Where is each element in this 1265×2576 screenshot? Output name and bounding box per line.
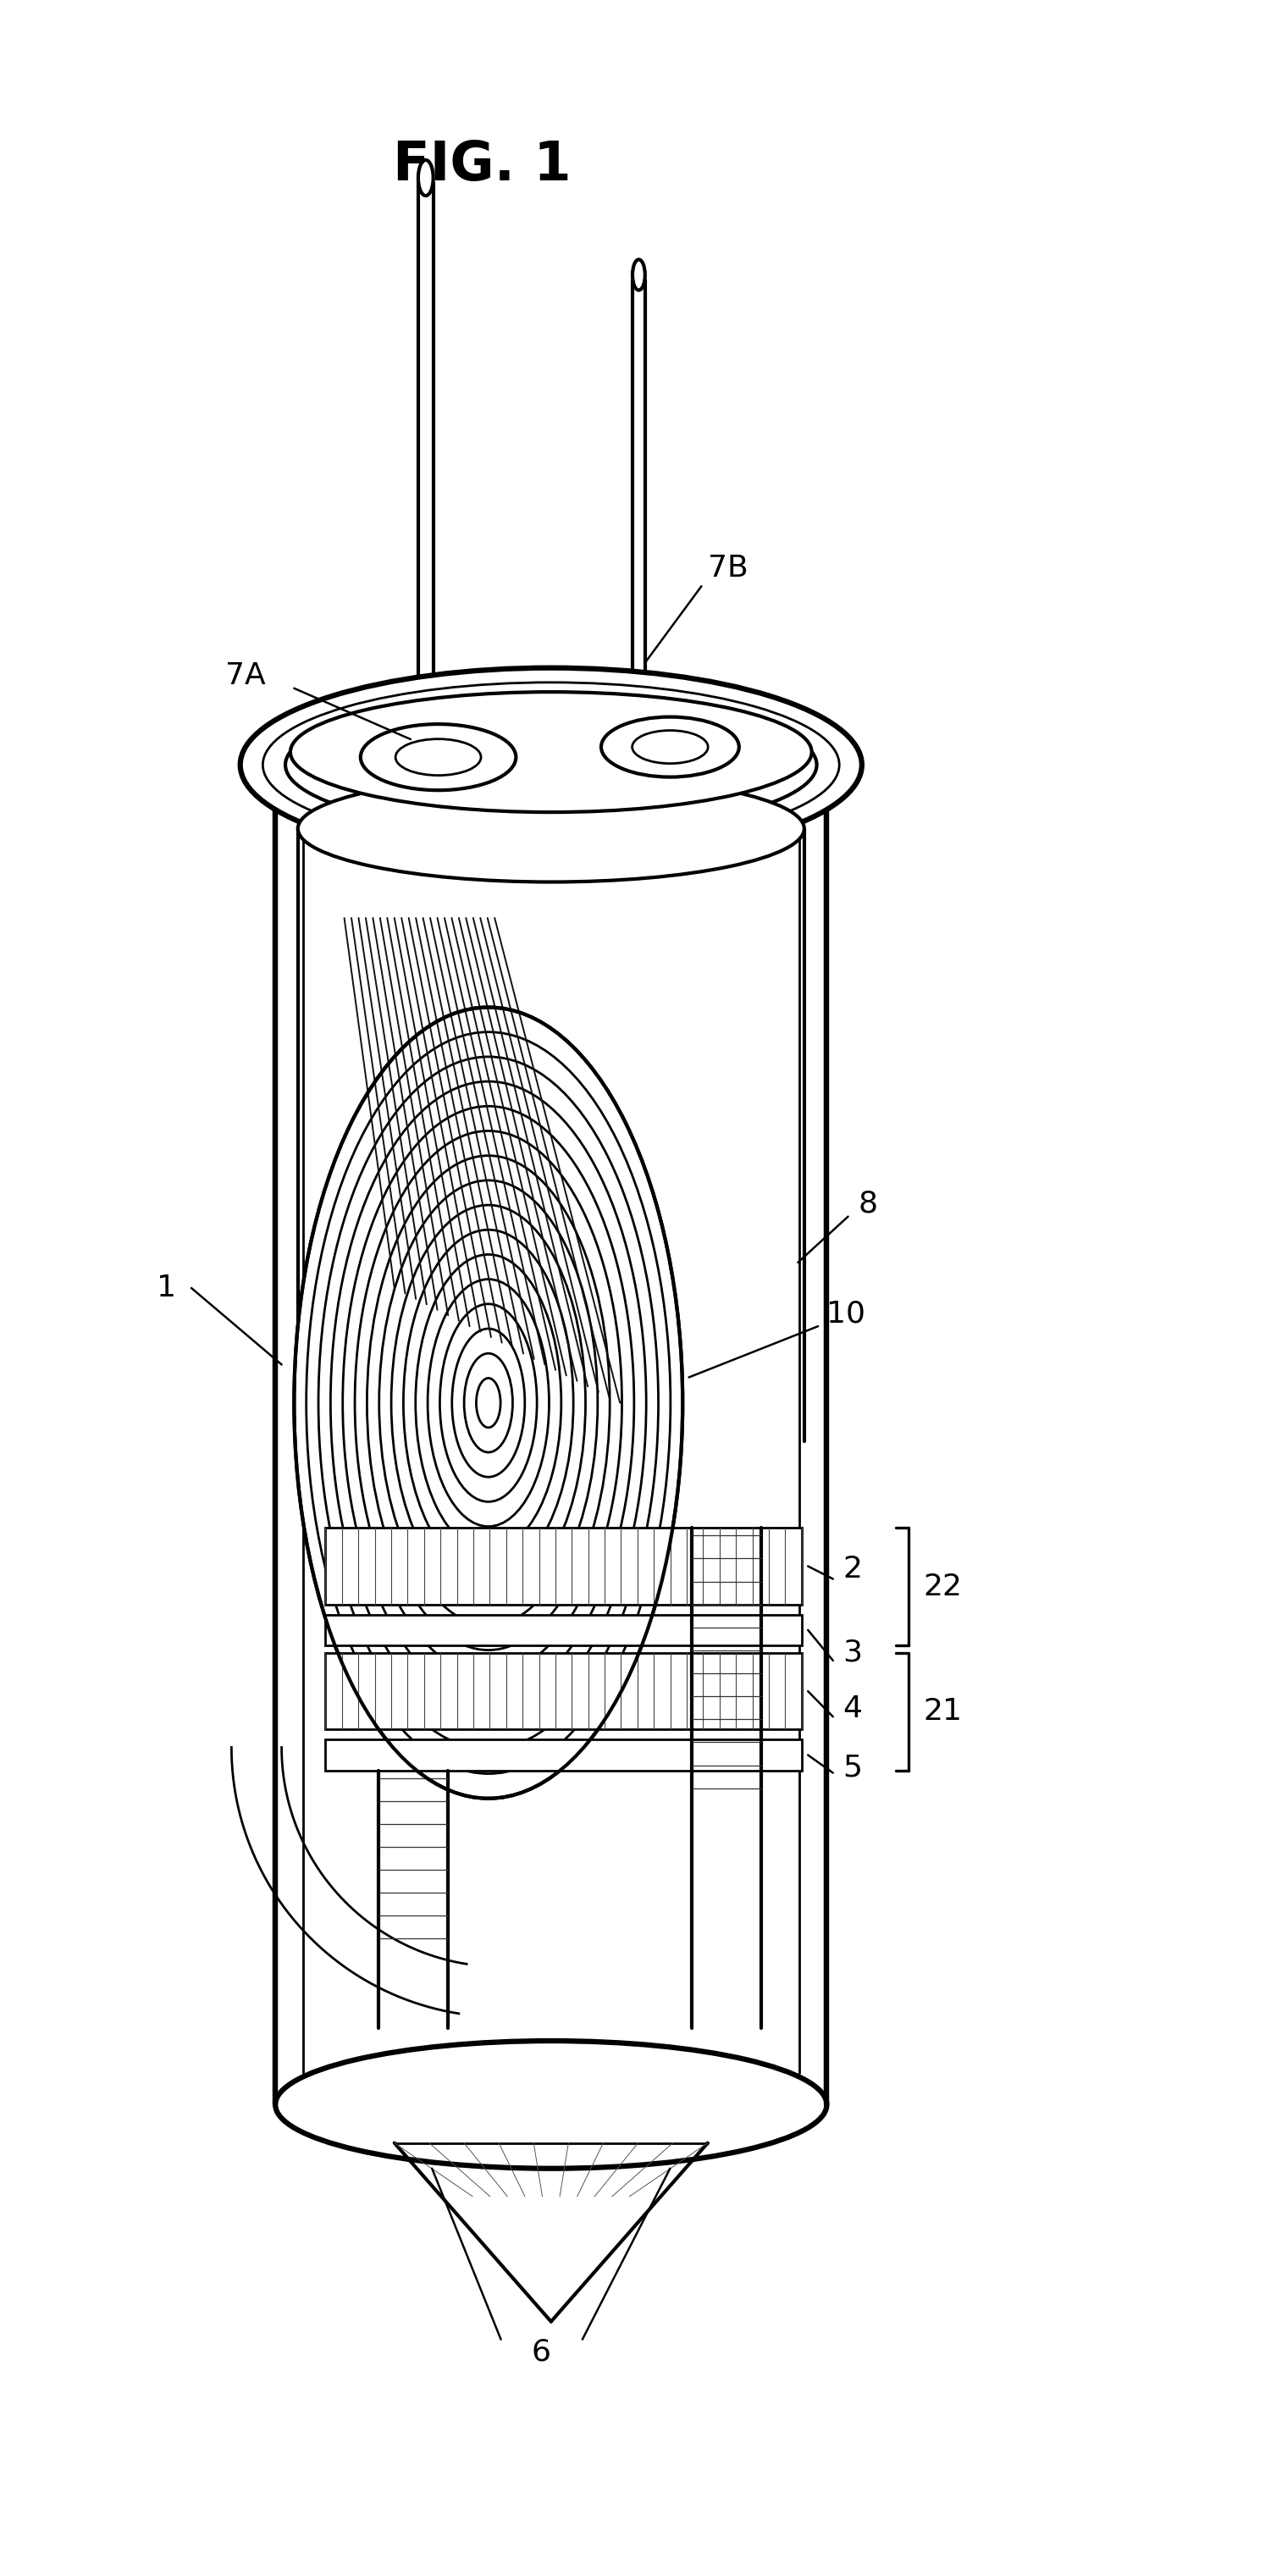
Text: 7B: 7B (707, 554, 748, 582)
Ellipse shape (276, 2040, 827, 2169)
Bar (325, 1654, 802, 1728)
Ellipse shape (391, 1206, 586, 1600)
Ellipse shape (419, 160, 433, 196)
Ellipse shape (361, 724, 516, 791)
Ellipse shape (240, 667, 861, 863)
Ellipse shape (632, 732, 708, 762)
Text: 7A: 7A (225, 662, 266, 690)
Ellipse shape (354, 1131, 622, 1674)
Text: 6: 6 (531, 2339, 550, 2367)
Ellipse shape (380, 1180, 597, 1625)
Text: 22: 22 (923, 1571, 963, 1602)
Ellipse shape (632, 260, 645, 291)
Text: 21: 21 (923, 1698, 963, 1726)
Text: 3: 3 (842, 1638, 863, 1667)
Text: 10: 10 (827, 1298, 865, 1327)
Ellipse shape (476, 1378, 501, 1427)
Ellipse shape (343, 1105, 634, 1700)
Ellipse shape (291, 693, 812, 811)
Bar (325, 1528, 802, 1605)
Ellipse shape (415, 1255, 562, 1551)
Ellipse shape (295, 1007, 683, 1798)
Ellipse shape (325, 711, 777, 819)
Text: 2: 2 (842, 1553, 863, 1584)
Ellipse shape (428, 1280, 549, 1528)
Ellipse shape (297, 775, 805, 881)
Ellipse shape (440, 1303, 536, 1502)
Ellipse shape (306, 1033, 670, 1775)
Text: FIG. 1: FIG. 1 (393, 139, 572, 191)
Ellipse shape (452, 1329, 525, 1476)
Bar (325, 1739, 802, 1770)
Ellipse shape (367, 1157, 610, 1651)
Text: 5: 5 (842, 1754, 863, 1783)
Ellipse shape (404, 1229, 573, 1577)
Ellipse shape (396, 739, 481, 775)
Bar (325, 1615, 802, 1646)
Text: 4: 4 (842, 1695, 863, 1723)
Ellipse shape (601, 716, 739, 778)
Text: 1: 1 (157, 1273, 176, 1303)
Ellipse shape (286, 698, 817, 832)
Text: 8: 8 (858, 1190, 878, 1218)
Ellipse shape (319, 1056, 658, 1749)
Ellipse shape (464, 1352, 512, 1453)
Ellipse shape (330, 1082, 646, 1723)
